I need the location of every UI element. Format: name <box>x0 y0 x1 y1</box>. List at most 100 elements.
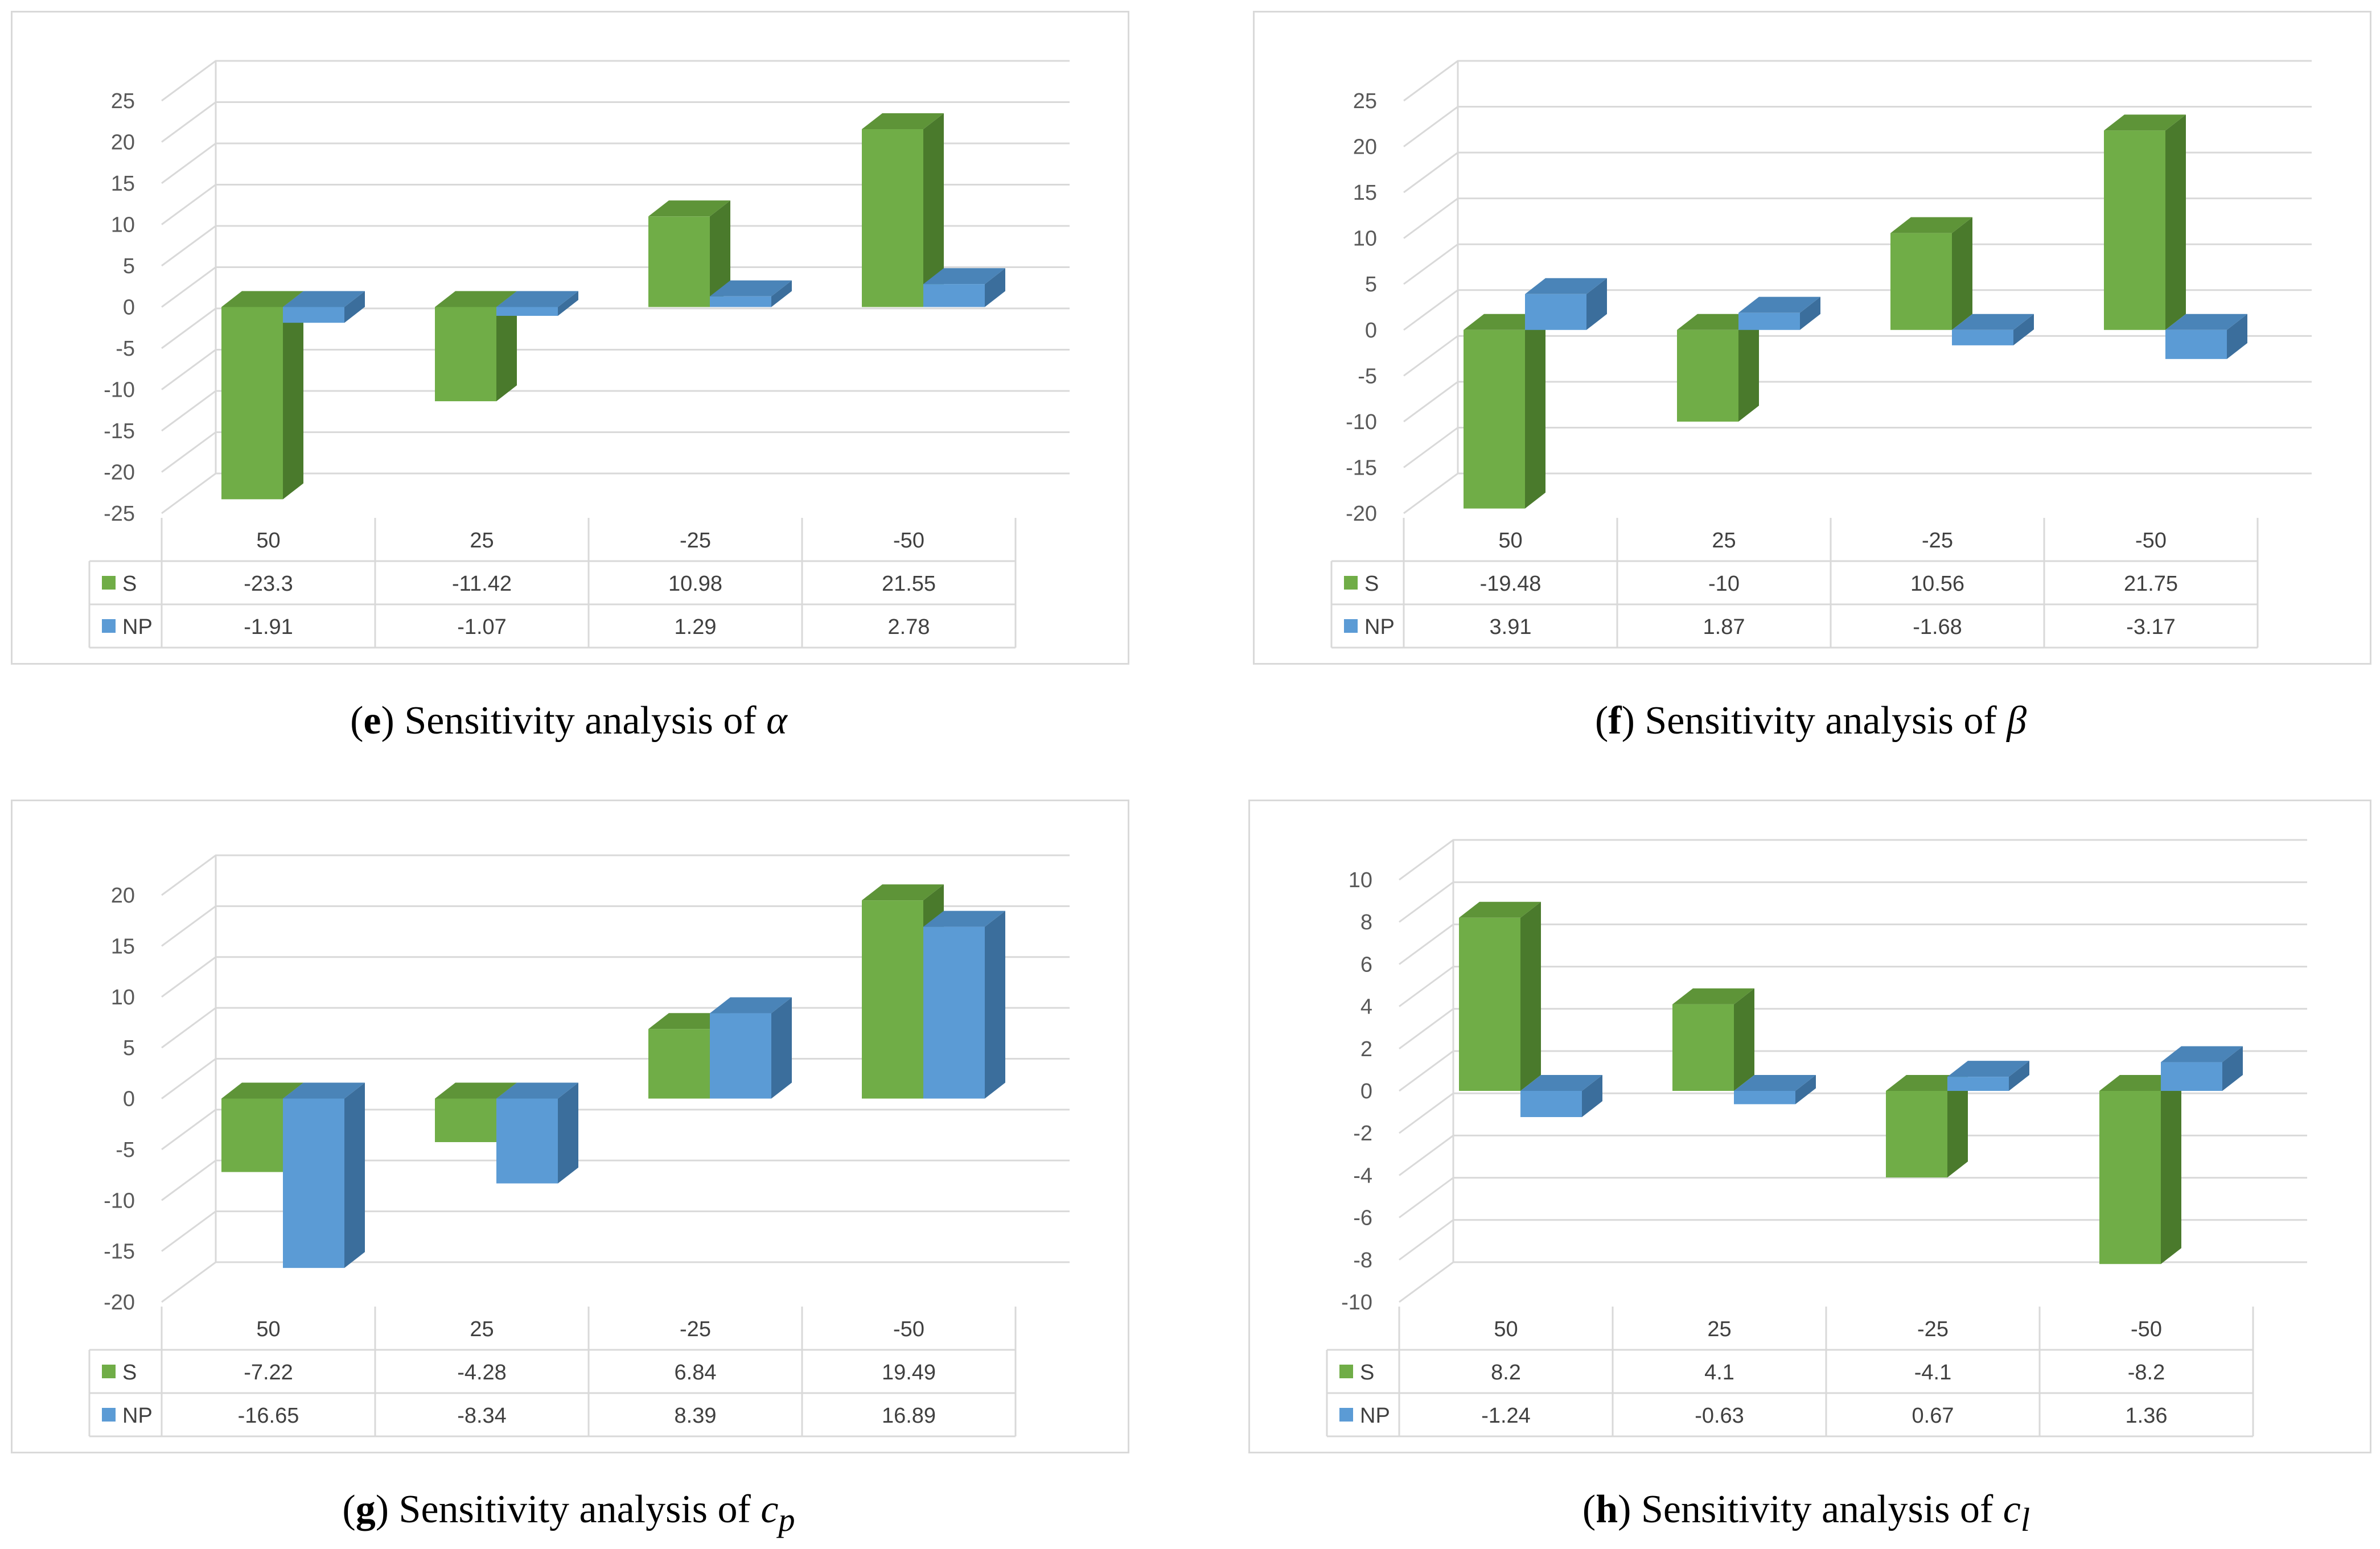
y-tick-label: 4 <box>1360 995 1372 1019</box>
bar-side <box>1582 1075 1602 1118</box>
category-label: -50 <box>2131 1317 2162 1341</box>
bar-series-s <box>1459 901 2181 1264</box>
category-label: 50 <box>1494 1317 1518 1341</box>
bar-top <box>283 291 365 307</box>
bar-top <box>862 884 944 901</box>
y-tick-label: 10 <box>1353 227 1377 251</box>
bar <box>862 113 944 307</box>
bar-side <box>1520 901 1541 1091</box>
y-tick-label: -15 <box>1346 456 1377 480</box>
bar-side <box>2161 1075 2181 1264</box>
gridline <box>1399 1261 2307 1303</box>
bar-front <box>221 1098 283 1172</box>
legend-label: NP <box>122 615 153 639</box>
bar-front <box>923 926 985 1099</box>
bar <box>1677 314 1759 422</box>
y-tick-label: -2 <box>1353 1122 1372 1146</box>
bar <box>923 911 1005 1099</box>
bar-side <box>2013 314 2034 345</box>
bar <box>1947 1061 2029 1091</box>
bar-side <box>1734 988 1754 1091</box>
data-table: 50 25 -25 -50 S -19.48 -10 10.56 21.75 NP 3.91 1.87… <box>1330 518 2259 649</box>
caption-text: Sensitivity analysis of <box>1641 1488 1993 1531</box>
bar-top <box>221 1082 303 1099</box>
data-table: 50 25 -25 -50 S -23.3 -11.42 10.98 21.55 NP -1.91 -… <box>88 518 1017 649</box>
data-value-label: 19.49 <box>882 1361 936 1385</box>
bar-top <box>496 1082 578 1099</box>
legend-swatch <box>102 1408 116 1422</box>
bar-front <box>1890 233 1952 330</box>
caption-letter: e <box>363 699 381 743</box>
y-tick-labels: 20 15 10 5 0 -5 -10 -15 -20 <box>104 884 135 1315</box>
caption-letter: g <box>355 1488 376 1531</box>
bar <box>1890 217 1972 330</box>
legend-swatch <box>1339 1365 1353 1378</box>
bar-top <box>221 291 303 307</box>
data-value-label: 10.98 <box>668 572 722 596</box>
bar-side <box>283 291 303 500</box>
bar-front <box>2165 329 2227 359</box>
y-tick-label: 2 <box>1360 1037 1372 1061</box>
bar-front <box>862 900 923 1099</box>
bar-front <box>1952 329 2013 345</box>
y-tick-label: 20 <box>1353 135 1377 159</box>
y-tick-label: -15 <box>104 1240 135 1264</box>
y-tick-label: -25 <box>104 502 135 526</box>
legend-label: S <box>122 1361 137 1385</box>
y-tick-label: 0 <box>1365 319 1377 343</box>
bar-top <box>283 1082 365 1099</box>
bar-front <box>1886 1091 1947 1178</box>
legend-swatch <box>102 576 116 590</box>
legend-label: S <box>122 572 137 596</box>
bar-side <box>1795 1075 1816 1105</box>
y-tick-label: -10 <box>1341 1291 1372 1315</box>
caption-e: (e) Sensitivity analysis of α <box>350 699 787 743</box>
bar-series-np <box>283 268 1005 323</box>
data-value-label: 0.67 <box>1912 1404 1954 1428</box>
y-tick-label: -10 <box>104 378 135 402</box>
bar-top <box>1459 901 1541 918</box>
legend-label: NP <box>1360 1404 1390 1428</box>
bar-front <box>1520 1091 1582 1118</box>
bar-top <box>648 200 730 217</box>
bar <box>1459 901 1541 1091</box>
data-value-label: -8.34 <box>457 1404 507 1428</box>
bar-front <box>1525 294 1586 330</box>
gridline <box>161 1261 1070 1303</box>
chart-panel-h: 10 8 6 4 2 0 -2 -4 -6 -8 -10 50 25 -25 -50 S 8.2 4.1 -4.1 -… <box>1248 800 2371 1453</box>
y-tick-label: -5 <box>1358 364 1377 388</box>
legend-label: NP <box>1364 615 1395 639</box>
y-tick-label: 20 <box>111 131 135 155</box>
bar-side <box>1947 1075 1968 1178</box>
bar-top <box>435 291 517 307</box>
caption-subscript: p <box>778 1501 795 1538</box>
caption-symbol: β <box>2007 699 2027 743</box>
legend-swatch <box>1339 1408 1353 1422</box>
data-value-label: -4.1 <box>1914 1361 1951 1385</box>
data-value-label: -0.63 <box>1695 1404 1744 1428</box>
y-tick-label: -20 <box>104 461 135 485</box>
y-tick-labels: 10 8 6 4 2 0 -2 -4 -6 -8 -10 <box>1341 868 1372 1315</box>
bar-front <box>2099 1091 2161 1264</box>
bar <box>221 291 303 500</box>
gridlines <box>1403 60 2312 514</box>
bar <box>283 291 365 323</box>
bar-top <box>862 113 944 130</box>
bar <box>2099 1075 2181 1264</box>
category-label: -25 <box>680 529 711 553</box>
bar-front <box>435 1098 496 1143</box>
legend-label: S <box>1364 572 1379 596</box>
bar <box>496 291 578 316</box>
bar-series-np <box>1525 278 2247 359</box>
bar <box>1738 296 1820 330</box>
data-value-label: 8.39 <box>675 1404 717 1428</box>
y-tick-label: 25 <box>1353 89 1377 113</box>
bar-front <box>1672 1004 1734 1091</box>
y-tick-label: -20 <box>104 1291 135 1315</box>
category-label: 50 <box>1498 529 1522 553</box>
data-value-label: -1.68 <box>1913 615 1962 639</box>
data-value-label: -1.07 <box>457 615 507 639</box>
